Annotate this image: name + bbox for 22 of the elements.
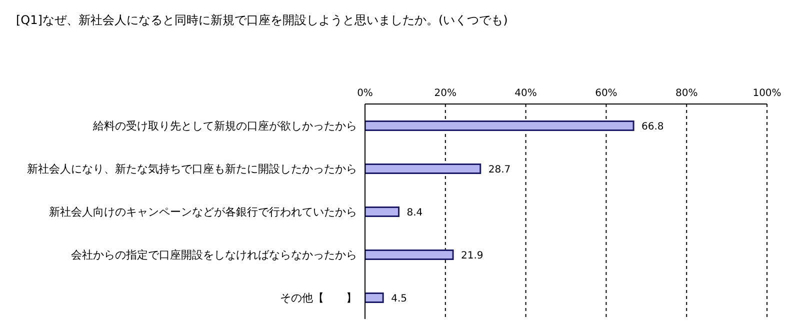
data-label: 66.8 bbox=[642, 121, 664, 132]
data-label: 4.5 bbox=[391, 293, 407, 304]
y-tick-label: 新社会人向けのキャンペーンなどが各銀行で行われていたから bbox=[49, 205, 357, 218]
y-tick-label: 給料の受け取り先として新規の口座が欲しかったから bbox=[92, 119, 357, 132]
x-tick-label: 40% bbox=[514, 88, 537, 99]
data-label: 21.9 bbox=[461, 250, 484, 262]
bar bbox=[365, 249, 454, 260]
x-tick-label: 20% bbox=[434, 88, 457, 99]
y-tick-label: その他【 】 bbox=[280, 291, 357, 304]
text: [Q1]なぜ、新社会人になると同時に新規で口座を開設しようと思いましたか。(いくつでも) bbox=[15, 12, 509, 29]
bar bbox=[365, 120, 634, 131]
x-tick-label: 100% bbox=[752, 88, 782, 99]
x-tick-label: 60% bbox=[595, 88, 618, 99]
x-tick-label: 0% bbox=[357, 88, 373, 99]
x-tick-label: 80% bbox=[675, 88, 698, 99]
y-tick-label: 新社会人になり、新たな気持ちで口座も新たに開設したかったから bbox=[27, 162, 357, 176]
y-tick-label: 会社からの指定で口座開設をしなければならなかったから bbox=[71, 248, 357, 262]
bar bbox=[365, 292, 384, 303]
data-label: 8.4 bbox=[406, 207, 423, 218]
bar bbox=[365, 163, 482, 174]
bar bbox=[365, 206, 400, 217]
data-label: 28.7 bbox=[488, 164, 511, 176]
